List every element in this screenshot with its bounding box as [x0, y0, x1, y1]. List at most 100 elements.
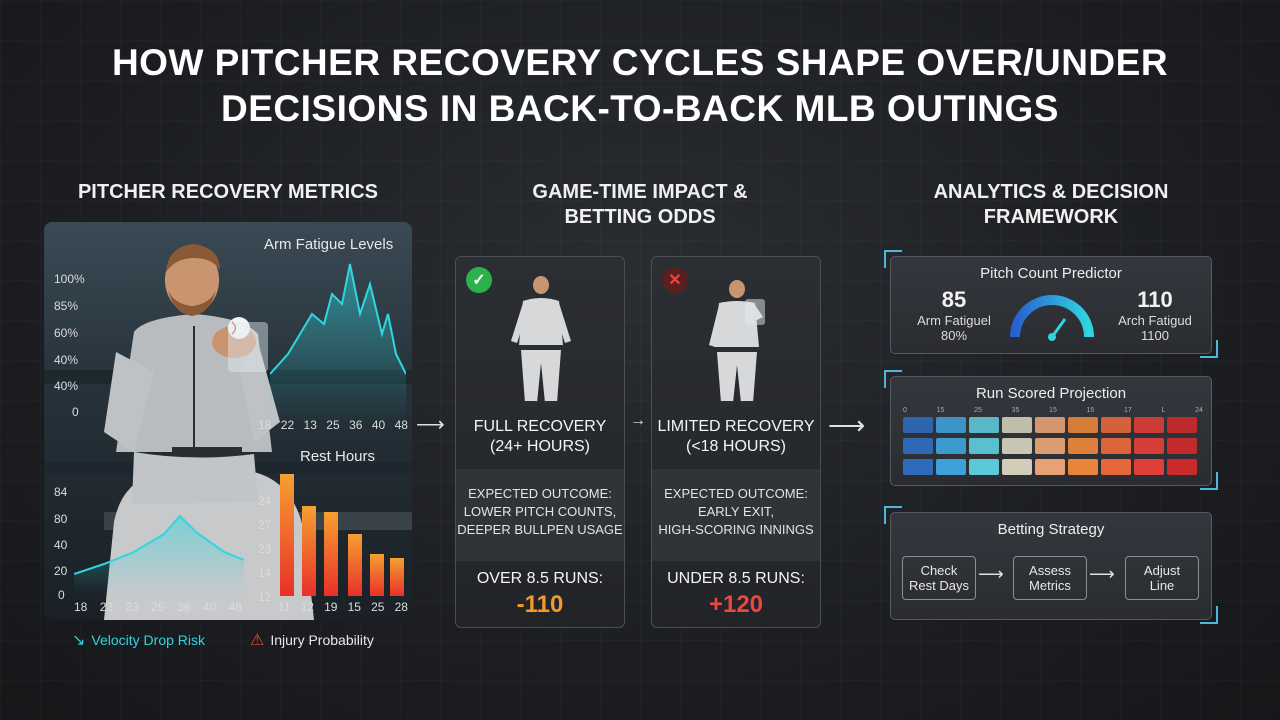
section-heading-impact: GAME-TIME IMPACT & BETTING ODDS [470, 180, 810, 230]
heatmap-cell [969, 438, 999, 454]
expected-outcome-block: EXPECTED OUTCOME: EARLY EXIT, HIGH-SCORI… [652, 469, 820, 561]
rest-y-tick: 27 [258, 518, 272, 532]
step-label: Assess [1029, 563, 1071, 578]
fatigue-y-tick: 85% [54, 299, 79, 313]
heatmap-cell [969, 459, 999, 475]
arrow-right-icon: ⟶ [978, 564, 1004, 584]
pitcher-fatigued-figure [709, 273, 765, 407]
heatmap-col-label: 35 [1011, 407, 1020, 414]
fatigue-x-tick: 40 [371, 418, 386, 432]
legend-velocity-label: Velocity Drop Risk [91, 632, 205, 648]
velocity-trace [74, 514, 244, 594]
heatmap-cell [903, 417, 933, 433]
glow-corner [884, 506, 902, 524]
run-projection-panel: Run Scored Projection 0 15 25 35 15 15 1… [890, 376, 1212, 486]
odds-value: +120 [708, 591, 764, 618]
rest-x-tick: 15 [347, 600, 361, 614]
predictor-right-value: 110 [1137, 287, 1173, 312]
rest-y-tick: 14 [258, 566, 272, 580]
pitcher-standing-figure [511, 269, 571, 407]
heatmap-col-label: 15 [1049, 407, 1057, 414]
velocity-x-tick: 25 [151, 600, 165, 614]
fatigue-x-tick: 13 [303, 418, 317, 432]
rest-bar [324, 512, 338, 596]
heatmap-cell [936, 459, 966, 475]
heatmap-col-label: 15 [1086, 407, 1095, 414]
fatigue-x-tick: 22 [280, 418, 295, 432]
step-label: Rest Days [909, 578, 969, 593]
fatigue-y-tick: 60% [54, 326, 79, 340]
heatmap-cell [1101, 417, 1131, 433]
pitch-predictor-title: Pitch Count Predictor [980, 265, 1122, 282]
section-heading-framework-line-2: FRAMEWORK [983, 206, 1119, 228]
title-line-1: HOW PITCHER RECOVERY CYCLES SHAPE OVER/U… [111, 42, 1169, 83]
heatmap-cell [1002, 459, 1032, 475]
velocity-y-tick: 20 [54, 564, 68, 578]
gauge-icon [1010, 295, 1094, 341]
velocity-y-tick: 0 [58, 588, 65, 602]
arrow-right-icon: ⟶ [416, 414, 445, 436]
section-heading-framework-line-1: ANALYTICS & DECISION [933, 181, 1169, 203]
betting-strategy-panel: Betting Strategy [890, 512, 1212, 620]
expected-outcome-block: EXPECTED OUTCOME: LOWER PITCH COUNTS, DE… [456, 469, 624, 561]
trend-down-icon: ↘ [72, 632, 86, 649]
step-label: Metrics [1029, 578, 1071, 593]
check-icon: ✓ [466, 267, 492, 293]
odds-value: -110 [516, 591, 564, 618]
arrow-right-icon: ⟶ [1089, 564, 1115, 584]
rest-y-tick: 23 [258, 542, 272, 556]
heatmap-cell [1002, 417, 1032, 433]
fatigue-chart-label: Arm Fatigue Levels [264, 236, 394, 253]
predictor-right-sublabel: 1100 [1141, 328, 1169, 343]
heatmap-cell [1134, 417, 1164, 433]
rest-x-axis: 11 12 19 15 25 28 [278, 600, 408, 614]
velocity-y-tick: 40 [54, 538, 68, 552]
heatmap-cell [1068, 459, 1098, 475]
section-heading-metrics-text: PITCHER RECOVERY METRICS [77, 181, 379, 203]
card-heading-line: (<18 HOURS) [685, 438, 787, 455]
heatmap-cell [903, 438, 933, 454]
heatmap-cell [1035, 438, 1065, 454]
arrow-right-icon: ⟶ [828, 410, 866, 440]
fatigue-y-tick: 100% [54, 272, 85, 286]
velocity-x-tick: 36 [177, 600, 191, 614]
heatmap-cell [1068, 417, 1098, 433]
recovery-metrics-panel: Arm Fatigue Levels 100% 85% 60% 40% 40% … [44, 222, 412, 620]
full-recovery-heading: FULL RECOVERY (24+ HOURS) [456, 417, 624, 457]
heatmap-column-labels: 0 15 25 35 15 15 17 L 24 [903, 407, 1203, 414]
step-label: Line [1149, 578, 1175, 593]
fatigue-trace [270, 263, 406, 424]
heatmap-cell [1134, 459, 1164, 475]
heatmap-col-label: 15 [936, 407, 945, 414]
heatmap-col-label: 17 [1124, 407, 1132, 414]
rest-y-tick: 12 [258, 590, 272, 604]
fatigue-y-tick: 40% [54, 353, 79, 367]
run-projection-title: Run Scored Projection [975, 385, 1127, 402]
outcome-line: LOWER PITCH COUNTS, [463, 504, 617, 519]
heatmap-cell [1101, 438, 1131, 454]
velocity-y-tick: 84 [54, 485, 68, 499]
fatigue-x-tick: 18 [258, 418, 272, 432]
outcome-line: DEEPER BULLPEN USAGE [457, 522, 623, 537]
outcome-line: EXPECTED OUTCOME: [468, 486, 612, 501]
fatigue-y-tick: 0 [72, 405, 79, 419]
limited-recovery-heading: LIMITED RECOVERY (<18 HOURS) [652, 417, 820, 457]
section-heading-framework: ANALYTICS & DECISION FRAMEWORK [890, 180, 1212, 230]
outcome-line: EARLY EXIT, [697, 504, 775, 519]
rest-x-tick: 28 [394, 600, 408, 614]
heatmap-col-label: L [1161, 407, 1166, 414]
predictor-left-stat: 85 Arm Fatiguel 80% [909, 287, 999, 343]
rest-x-tick: 25 [371, 600, 385, 614]
betting-line-label: OVER 8.5 RUNS: [476, 570, 604, 587]
glow-corner [1200, 606, 1218, 624]
legend-injury: ⚠ Injury Probability [250, 630, 374, 650]
glow-corner [1200, 472, 1218, 490]
heatmap-col-label: 0 [903, 407, 907, 414]
glow-corner [884, 250, 902, 268]
heatmap-cell [1167, 417, 1197, 433]
run-heatmap [901, 417, 1203, 479]
heatmap-cell [1035, 417, 1065, 433]
step-label: Check [920, 563, 958, 578]
fatigue-x-axis: 18 22 13 25 36 40 48 [258, 418, 408, 432]
arrow-right-icon: → [630, 412, 646, 429]
